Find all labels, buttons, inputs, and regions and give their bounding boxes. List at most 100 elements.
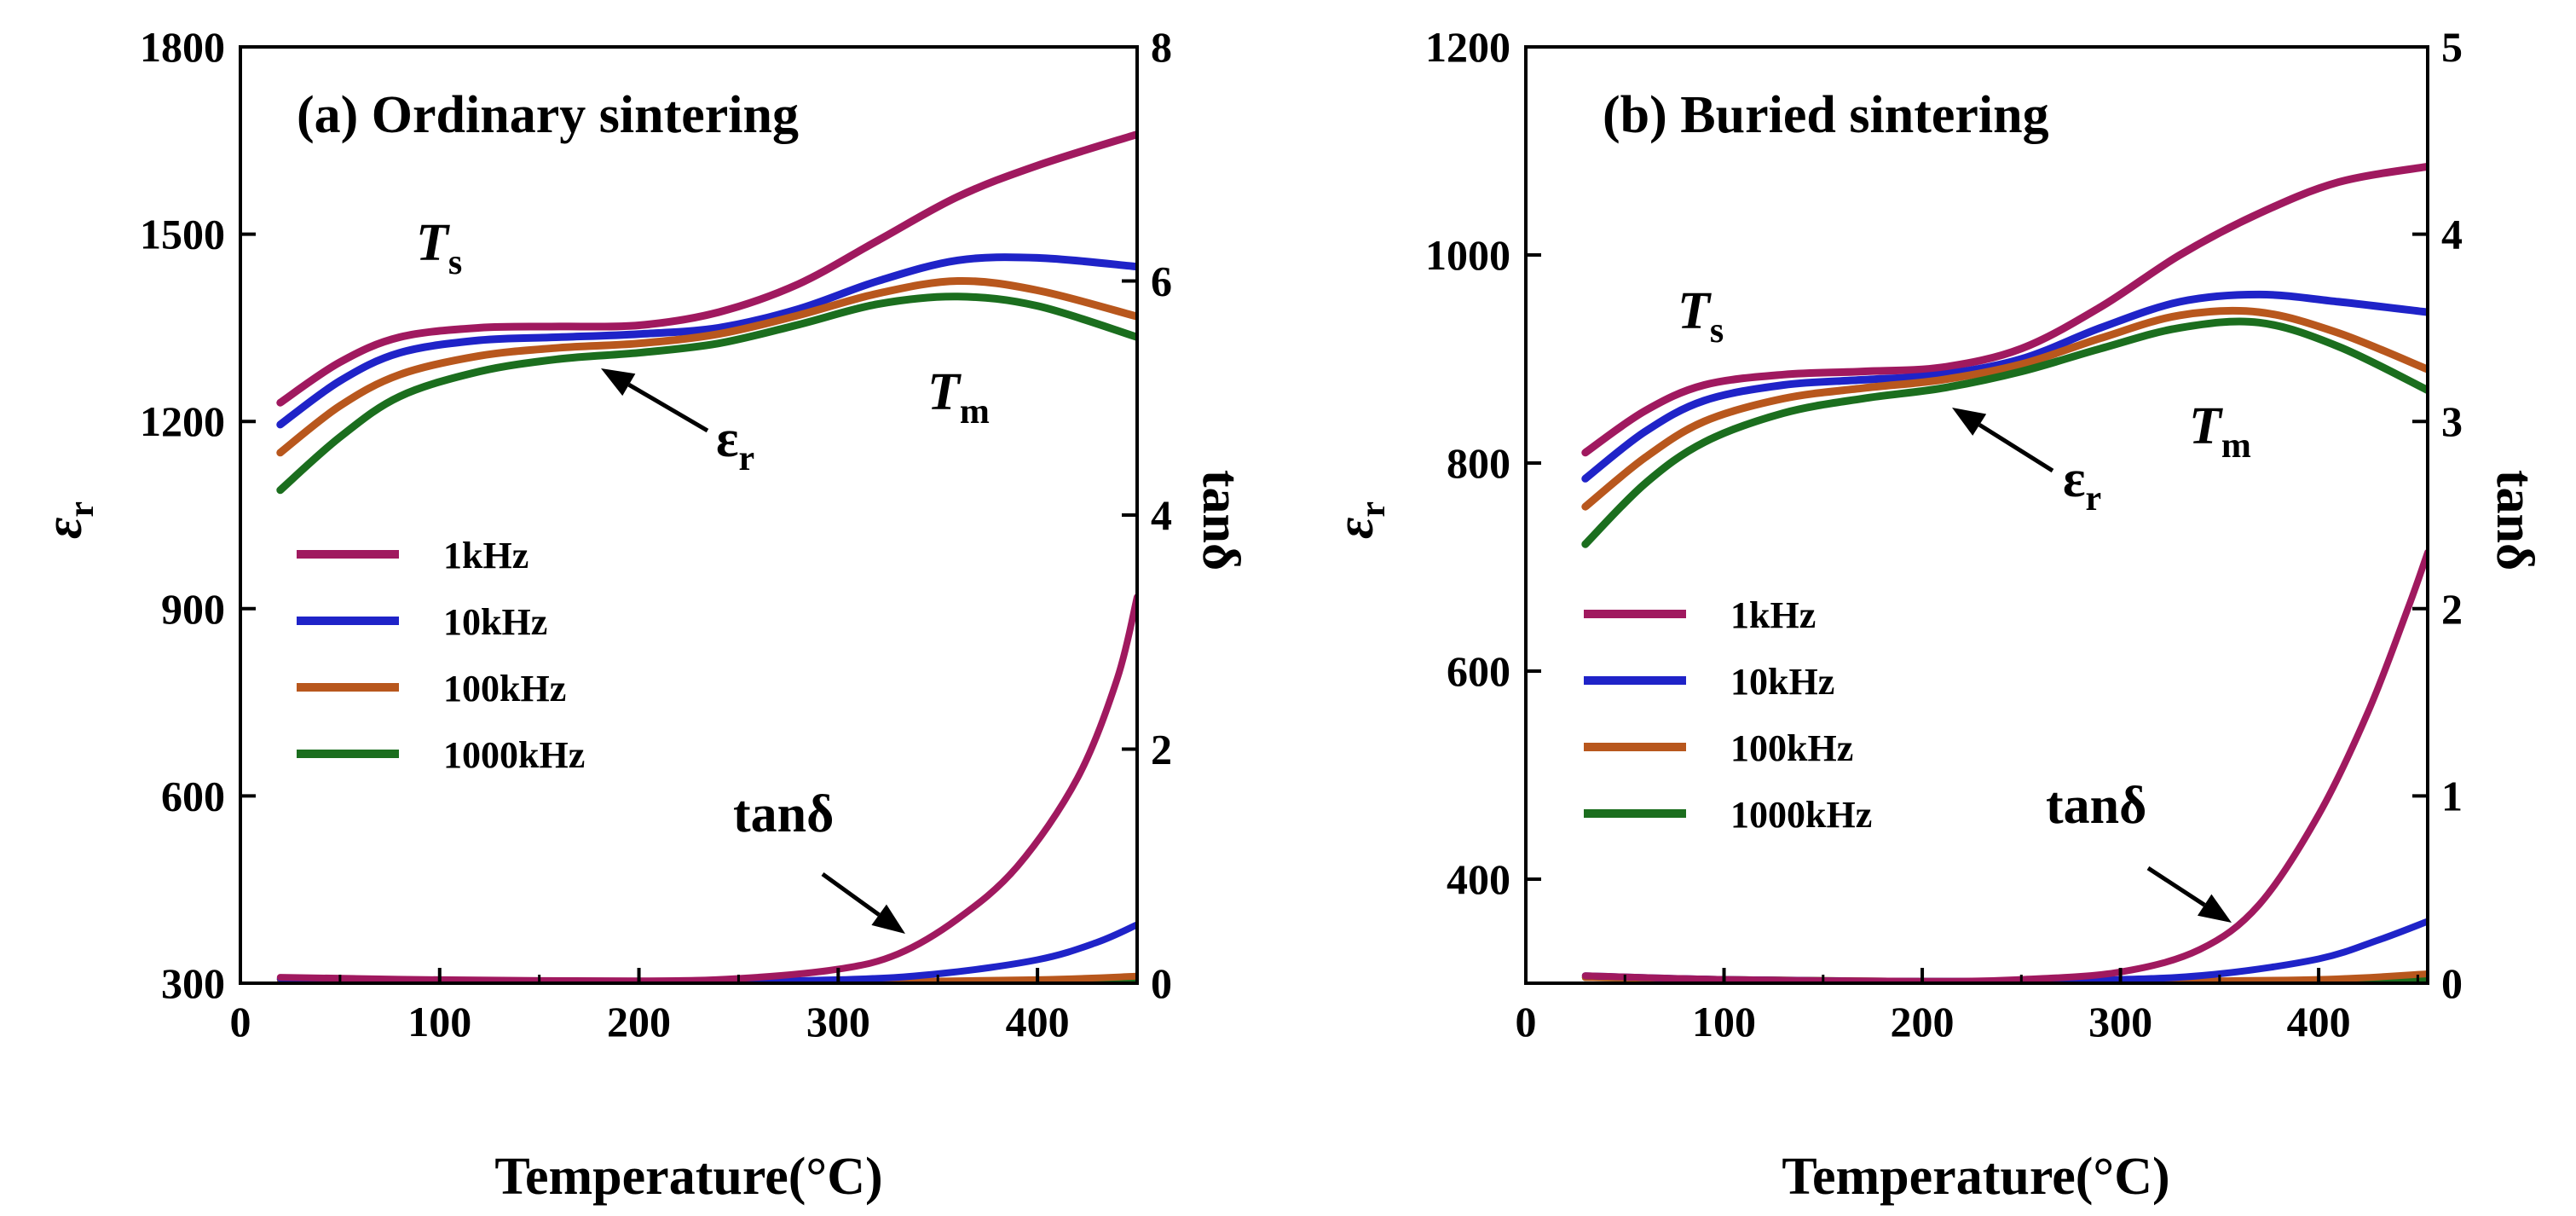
tm-annotation-sub: m (960, 392, 990, 431)
panel-a-ordinary-sintering: 0 100 200 300 400 300 600 900 1200 1500 1800 0 2 4 6 8 T… (35, 23, 1250, 1206)
tan-delta-line-1kHz (1581, 548, 2428, 983)
y-left-axis-title: εr (1326, 501, 1393, 539)
y-left-tick-label: 1500 (140, 211, 225, 258)
y-left-tick-label: 1800 (140, 23, 225, 71)
tan-delta-line-10kHz (276, 921, 1137, 983)
legend-item: 100kHz (297, 668, 566, 709)
tm-annotation-main: T (927, 363, 962, 421)
plot-frame (239, 45, 1139, 985)
x-tick-label: 400 (1006, 998, 1070, 1045)
tan-delta-arrow (821, 871, 905, 934)
x-tick-label: 0 (230, 998, 251, 1045)
legend-item: 1kHz (297, 535, 528, 576)
tm-annotation-main: T (2189, 397, 2223, 455)
y-right-tick-label: 5 (2441, 23, 2463, 71)
legend-label: 1kHz (1730, 594, 1816, 636)
er-annotation: εr (716, 410, 754, 478)
permittivity-line-1kHz (1581, 162, 2428, 457)
y-right-tick-label: 2 (2441, 585, 2463, 633)
legend-label: 10kHz (443, 601, 547, 643)
y-left-tick-label: 600 (1447, 647, 1510, 695)
y-right-tick-label: 4 (2441, 211, 2463, 258)
ts-annotation: Ts (1678, 282, 1724, 350)
y-right-tick-label: 2 (1151, 726, 1172, 773)
y-left-tick-label: 600 (161, 772, 225, 819)
y-left-axis-title-sub: r (62, 501, 101, 518)
permittivity-line-10kHz (1581, 290, 2428, 483)
y-left-tick-label: 1000 (1425, 231, 1510, 279)
er-annotation-main: ε (716, 410, 739, 468)
legend: 1kHz 10kHz 100kHz 1000kHz (297, 535, 585, 776)
y-left-tick-label: 900 (161, 585, 225, 633)
er-annotation-sub: r (739, 439, 755, 478)
legend-label: 1000kHz (1730, 794, 1872, 836)
y-left-tick-label: 800 (1447, 439, 1510, 487)
permittivity-line-1000kHz (1581, 317, 2428, 548)
y-left-axis-title-main: ε (1326, 518, 1384, 539)
legend-label: 100kHz (443, 668, 566, 709)
x-tick-label: 100 (407, 998, 471, 1045)
er-annotation-main: ε (2063, 450, 2086, 508)
er-arrow (1952, 408, 2054, 473)
tm-annotation: Tm (2189, 397, 2251, 466)
x-tick-label: 200 (1891, 998, 1955, 1045)
legend-item: 100kHz (1584, 727, 1853, 769)
er-annotation: εr (2063, 450, 2101, 518)
legend-label: 1kHz (443, 535, 528, 576)
tan-delta-arrow (2146, 866, 2232, 923)
y-left-tick-label: 1200 (1425, 23, 1510, 71)
permittivity-line-1000kHz (276, 292, 1137, 495)
y-left-axis-title: εr (35, 501, 101, 539)
tm-annotation-sub: m (2221, 426, 2251, 466)
permittivity-line-1kHz (276, 130, 1137, 407)
permittivity-line-10kHz (276, 253, 1137, 429)
y-right-tick-label: 1 (2441, 772, 2463, 819)
legend-item: 1000kHz (1584, 794, 1872, 836)
y-right-axis-title: tanδ (2486, 470, 2544, 570)
tan-delta-annotation: tanδ (733, 785, 834, 843)
x-tick-label: 300 (806, 998, 870, 1045)
legend-item: 1kHz (1584, 594, 1816, 636)
panel-title: (b) Buried sintering (1603, 86, 2049, 144)
ts-annotation: Ts (416, 214, 462, 282)
ts-annotation-sub: s (1710, 311, 1724, 350)
er-arrow (601, 368, 709, 433)
tan-delta-annotation: tanδ (2046, 777, 2146, 835)
er-annotation-sub: r (2086, 479, 2102, 518)
legend-item: 1000kHz (297, 734, 585, 776)
y-right-tick-label: 0 (1151, 959, 1172, 1007)
x-tick-label: 100 (1692, 998, 1756, 1045)
permittivity-line-100kHz (1581, 306, 2428, 511)
y-left-tick-label: 1200 (140, 397, 225, 445)
ts-annotation-main: T (416, 214, 450, 272)
x-tick-label: 400 (2287, 998, 2351, 1045)
y-right-tick-label: 6 (1151, 258, 1172, 305)
x-axis-title: Temperature(°C) (1782, 1148, 2169, 1206)
y-left-axis-title-sub: r (1354, 501, 1393, 518)
ts-annotation-sub: s (448, 243, 462, 282)
panel-b-buried-sintering: 0 100 200 300 400 400 600 800 1000 1200 0 1 2 3 4 5 Temp… (1326, 23, 2544, 1206)
legend: 1kHz 10kHz 100kHz 1000kHz (1584, 594, 1872, 836)
series-group (276, 130, 1137, 983)
y-right-tick-label: 8 (1151, 23, 1172, 71)
x-axis-title: Temperature(°C) (494, 1148, 882, 1206)
x-tick-label: 200 (607, 998, 671, 1045)
legend-label: 100kHz (1730, 727, 1853, 769)
y-left-tick-label: 300 (161, 959, 225, 1007)
legend-item: 10kHz (297, 601, 547, 643)
plot-frame (1524, 45, 2429, 985)
panel-title: (a) Ordinary sintering (297, 86, 799, 144)
tan-delta-line-10kHz (1581, 918, 2428, 983)
y-right-tick-label: 4 (1151, 491, 1172, 539)
series-group (1581, 162, 2428, 983)
y-left-tick-label: 400 (1447, 855, 1510, 903)
y-left-axis-title-main: ε (35, 518, 93, 539)
legend-label: 1000kHz (443, 734, 585, 776)
legend-label: 10kHz (1730, 661, 1834, 703)
legend-item: 10kHz (1584, 661, 1834, 703)
tm-annotation: Tm (927, 363, 990, 431)
x-tick-label: 0 (1516, 998, 1537, 1045)
tan-delta-line-1kHz (276, 594, 1137, 983)
ts-annotation-main: T (1678, 282, 1712, 340)
